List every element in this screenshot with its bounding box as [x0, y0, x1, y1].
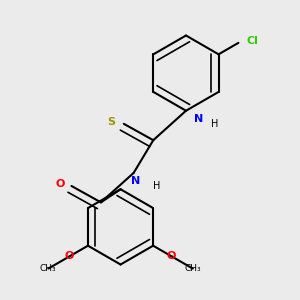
Text: CH₃: CH₃ [40, 264, 57, 273]
Text: Cl: Cl [247, 36, 259, 46]
Text: N: N [131, 176, 140, 186]
Text: N: N [194, 114, 203, 124]
Text: S: S [108, 117, 116, 127]
Text: O: O [56, 179, 65, 189]
Text: O: O [65, 251, 74, 261]
Text: H: H [153, 181, 161, 191]
Text: O: O [167, 251, 176, 261]
Text: CH₃: CH₃ [184, 264, 201, 273]
Text: H: H [211, 119, 218, 129]
